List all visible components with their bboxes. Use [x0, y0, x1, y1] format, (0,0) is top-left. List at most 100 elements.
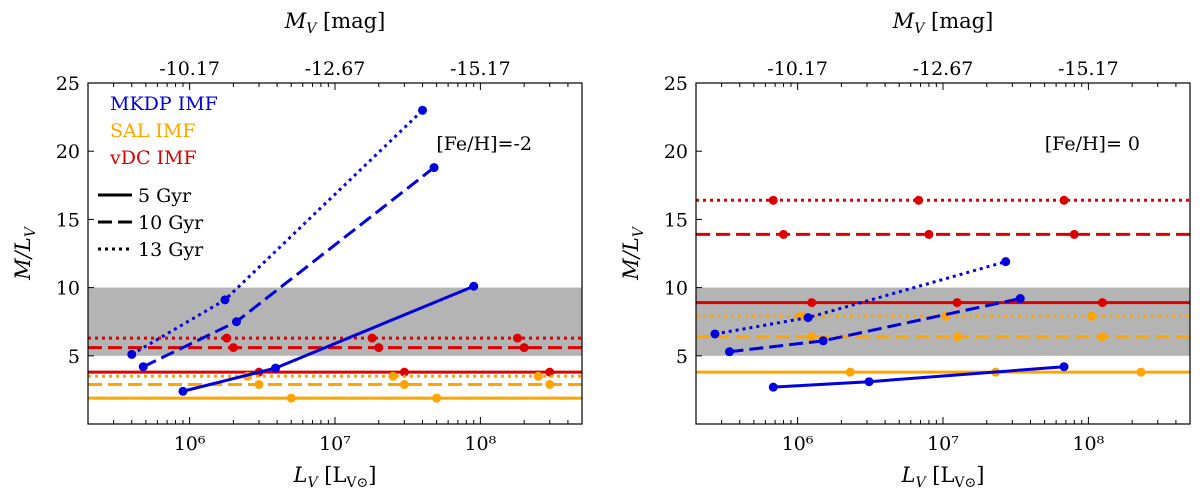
- series-mkdp-dashed: [725, 294, 1025, 357]
- data-point: [399, 379, 409, 389]
- data-point: [1059, 362, 1069, 372]
- data-point: [374, 343, 384, 353]
- data-point: [519, 343, 529, 353]
- y-tick-label: 25: [56, 73, 80, 95]
- data-point: [429, 163, 439, 173]
- x-tick-label: 10⁷: [319, 433, 351, 455]
- data-point: [914, 195, 924, 205]
- legend-imf-label: vDC IMF: [109, 147, 197, 169]
- data-point: [178, 386, 188, 396]
- data-point: [710, 329, 720, 339]
- data-point: [1001, 257, 1011, 267]
- top-tick-label: -10.17: [767, 58, 828, 80]
- data-point: [845, 367, 855, 377]
- top-tick-label: -15.17: [1058, 58, 1119, 80]
- series-mkdp-dashed: [138, 163, 439, 372]
- data-point: [952, 332, 962, 342]
- series-sal-solid: [88, 393, 582, 403]
- x-tick-label: 10⁶: [174, 433, 206, 455]
- data-point: [803, 313, 813, 323]
- series-group: [696, 195, 1190, 392]
- y-tick-label: 10: [664, 278, 688, 300]
- metallicity-annotation: [Fe/H]=-2: [436, 133, 532, 155]
- data-point: [545, 379, 555, 389]
- data-point: [1069, 229, 1079, 239]
- data-point: [864, 377, 874, 387]
- series-sal-dashed: [696, 332, 1190, 342]
- chart-right: 5 10 15 20 25 10⁶ 10⁷ 10⁸ -10.17 -12.67 -15.17 LV […: [619, 9, 1191, 491]
- series-vdc-dashed: [88, 343, 582, 353]
- top-tick-label: -15.17: [450, 58, 511, 80]
- y-tick-label: 15: [664, 209, 688, 231]
- data-point: [127, 349, 137, 359]
- y-tick-label: 5: [68, 346, 80, 368]
- series-vdc-dotted: [696, 195, 1190, 205]
- data-point: [286, 393, 296, 403]
- series-vdc-dotted: [88, 333, 582, 343]
- data-point: [924, 229, 934, 239]
- data-point: [533, 371, 543, 381]
- y-axis-title: M/LV: [619, 225, 647, 281]
- data-point: [231, 317, 241, 327]
- series-sal-solid: [696, 367, 1190, 377]
- data-point: [1086, 311, 1096, 321]
- metallicity-annotation: [Fe/H]= 0: [1045, 133, 1140, 155]
- x-axis-title: LV [LV⊙]: [293, 463, 377, 491]
- legend-imf-label: MKDP IMF: [110, 93, 218, 115]
- data-point: [418, 105, 428, 115]
- top-tick-label: -12.67: [913, 58, 974, 80]
- legend-imf-label: SAL IMF: [110, 120, 196, 142]
- data-point: [254, 379, 264, 389]
- y-tick-label: 25: [664, 73, 688, 95]
- data-point: [228, 343, 238, 353]
- series-sal-dotted: [696, 311, 1190, 321]
- x-tick-label: 10⁸: [464, 433, 496, 455]
- series-line: [714, 260, 1007, 336]
- top-tick-label: -12.67: [305, 58, 366, 80]
- y-tick-label: 15: [56, 209, 80, 231]
- series-mkdp-dotted: [710, 257, 1011, 339]
- data-point: [807, 298, 817, 308]
- series-group: [88, 105, 582, 403]
- series-sal-dashed: [88, 379, 582, 389]
- x-tick-label: 10⁷: [927, 433, 959, 455]
- data-point: [1059, 195, 1069, 205]
- data-point: [1097, 332, 1107, 342]
- legend-age-label: 13 Gyr: [138, 239, 204, 261]
- data-point: [952, 298, 962, 308]
- series-vdc-dashed: [696, 229, 1190, 239]
- top-axis-title: MV [mag]: [892, 9, 994, 37]
- shaded-band: [88, 287, 582, 356]
- series-mkdp-dotted: [127, 105, 428, 359]
- data-point: [367, 333, 377, 343]
- data-point: [768, 195, 778, 205]
- x-axis-title: LV [LV⊙]: [901, 463, 985, 491]
- legend-age-label: 10 Gyr: [138, 212, 204, 234]
- data-point: [399, 367, 409, 377]
- data-point: [432, 393, 442, 403]
- data-point: [138, 362, 148, 372]
- data-point: [779, 229, 789, 239]
- data-point: [1136, 367, 1146, 377]
- data-point: [545, 367, 555, 377]
- data-point: [725, 347, 735, 357]
- data-point: [818, 336, 828, 346]
- data-point: [388, 371, 398, 381]
- y-tick-label: 20: [56, 141, 80, 163]
- top-tick-label: -10.17: [159, 58, 220, 80]
- series-mkdp-solid: [768, 362, 1069, 392]
- data-point: [1015, 294, 1025, 304]
- series-line: [773, 365, 1065, 389]
- chart-left: 5 10 15 20 25 10⁶ 10⁷ 10⁸ -10.17 -12.67 -15.17 LV […: [11, 9, 583, 491]
- x-tick-label: 10⁸: [1072, 433, 1104, 455]
- data-point: [271, 363, 281, 373]
- data-point: [469, 281, 479, 291]
- data-point: [220, 295, 230, 305]
- y-axis-title: M/LV: [11, 225, 39, 281]
- legend-age-label: 5 Gyr: [138, 185, 192, 207]
- data-point: [1097, 298, 1107, 308]
- series-line: [729, 297, 1021, 354]
- data-point: [768, 382, 778, 392]
- series-mkdp-solid: [178, 281, 479, 396]
